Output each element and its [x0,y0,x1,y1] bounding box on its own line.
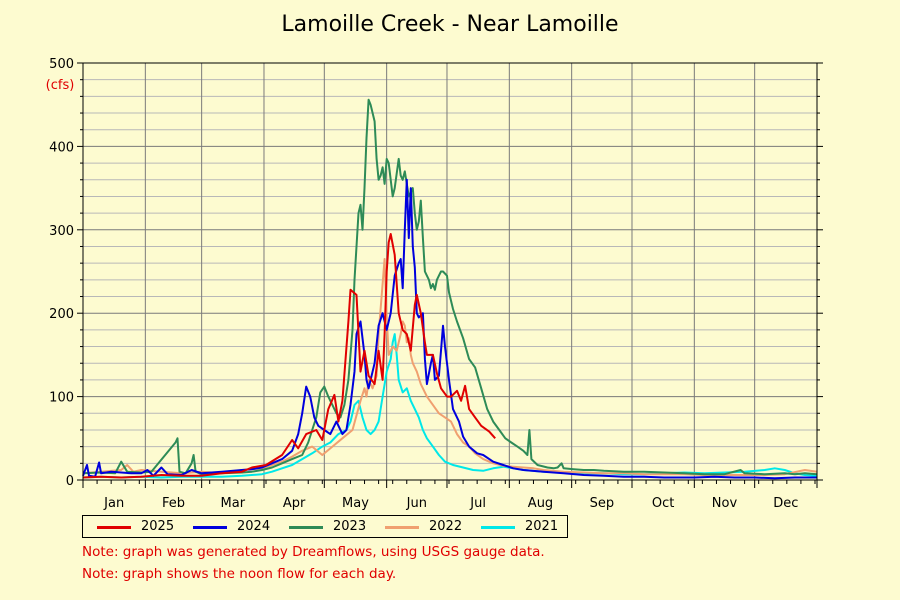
legend-swatch [289,526,323,529]
plot-frame [82,62,818,481]
series-lines [82,98,818,480]
x-tick-label-month: Aug [528,496,553,511]
y-tick-label: 300 [49,224,74,239]
y-tick-label: 100 [49,391,74,406]
y-tick-label: 0 [66,474,74,489]
x-tick-label-month: Apr [283,496,306,511]
x-tick-label-month: Jan [103,496,124,511]
chart-title: Lamoille Creek - Near Lamoille [281,12,619,37]
x-tick-label-month: Oct [652,496,674,511]
axis-labels: 0 100 200 300 400 500 Jan Feb Mar Apr May Jun Jul Aug… [49,57,798,511]
legend-label: 2022 [429,519,463,534]
legend-swatch [385,526,419,529]
legend-label: 2023 [333,519,367,534]
y-tick-label: 500 [49,57,74,72]
x-tick-label-month: Mar [221,496,246,511]
note-data-source: Note: graph was generated by Dreamflows,… [82,544,545,560]
x-tick-label-month: Feb [162,496,185,511]
series-line-2024 [82,178,817,480]
legend-label: 2024 [237,519,271,534]
legend-swatch [481,526,515,529]
legend-label: 2021 [525,519,559,534]
y-axis-unit-label: (cfs) [46,78,75,93]
y-tick-label: 200 [49,307,74,322]
series-line-2025 [82,233,496,479]
legend-swatch [97,526,131,529]
axis-ticks [77,62,823,488]
x-tick-label-month: Nov [712,496,738,511]
grid-lines [82,62,818,481]
y-tick-label: 400 [49,140,74,155]
x-tick-label-month: Jul [469,496,486,511]
x-tick-label-month: Dec [773,496,798,511]
x-tick-label-month: Sep [590,496,615,511]
note-noon-flow: Note: graph shows the noon flow for each… [82,566,397,582]
legend: 2025 2024 2023 2022 2021 [82,515,568,538]
series-line-2022 [82,258,818,476]
x-tick-label-month: Jun [406,496,427,511]
legend-label: 2025 [141,519,175,534]
x-tick-label-month: May [342,496,369,511]
legend-swatch [193,526,227,529]
series-line-2023 [82,98,818,476]
